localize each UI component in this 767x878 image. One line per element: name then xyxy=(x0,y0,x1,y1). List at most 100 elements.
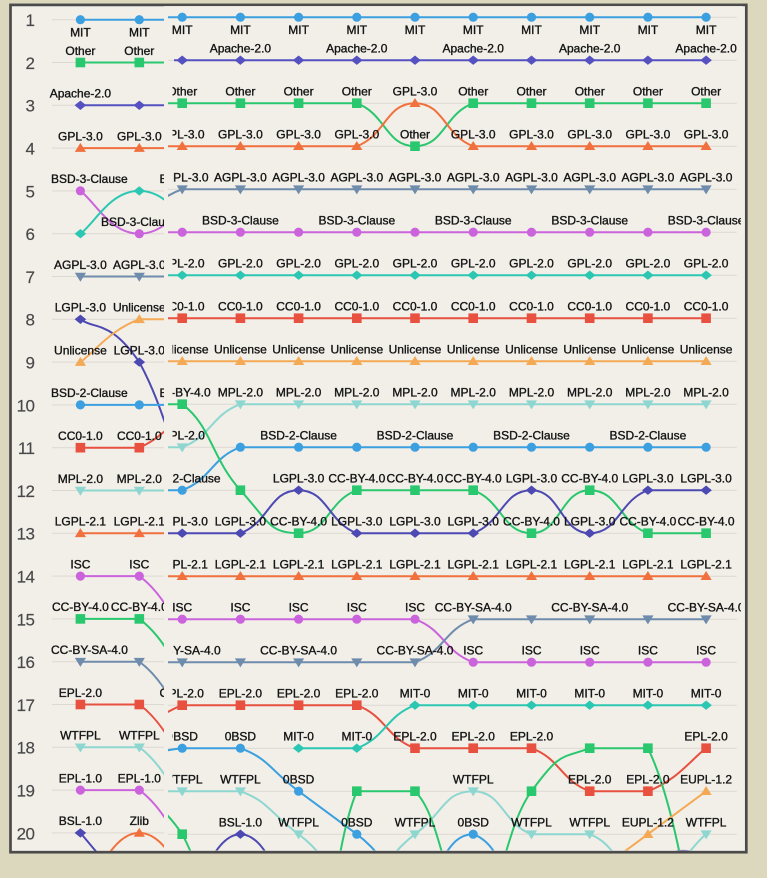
svg-text:WTFPL: WTFPL xyxy=(119,729,160,743)
svg-text:EUPL-1.2: EUPL-1.2 xyxy=(622,816,674,830)
svg-text:EPL-2.0: EPL-2.0 xyxy=(59,686,103,700)
svg-text:LGPL-2.1: LGPL-2.1 xyxy=(680,558,732,572)
svg-text:LGPL-2.1: LGPL-2.1 xyxy=(157,558,209,572)
svg-text:Zlib: Zlib xyxy=(130,814,150,828)
svg-text:CC-BY-SA-4.0: CC-BY-SA-4.0 xyxy=(159,686,236,700)
svg-text:MIT: MIT xyxy=(521,23,542,37)
svg-text:GPL-3.0: GPL-3.0 xyxy=(684,128,729,142)
svg-text:2: 2 xyxy=(26,54,35,73)
svg-text:GPL-2.0: GPL-2.0 xyxy=(567,257,612,271)
svg-text:7: 7 xyxy=(26,268,35,287)
svg-text:GPL-3.0: GPL-3.0 xyxy=(626,128,671,142)
svg-text:AGPL-3.0: AGPL-3.0 xyxy=(156,171,209,185)
svg-text:ISC: ISC xyxy=(70,557,90,571)
svg-text:5: 5 xyxy=(26,182,35,201)
svg-text:CC-BY-4.0: CC-BY-4.0 xyxy=(619,515,676,529)
svg-text:Unlicense: Unlicense xyxy=(505,343,558,357)
svg-text:Other: Other xyxy=(284,85,314,99)
svg-text:AGPL-3.0: AGPL-3.0 xyxy=(113,258,166,272)
svg-text:LGPL-2.1: LGPL-2.1 xyxy=(622,558,674,572)
svg-text:LGPL-3.0: LGPL-3.0 xyxy=(273,472,325,486)
svg-text:BSD-3-Clause: BSD-3-Clause xyxy=(202,214,279,228)
svg-text:0BSD: 0BSD xyxy=(283,773,315,787)
svg-text:GPL-3.0: GPL-3.0 xyxy=(218,128,263,142)
svg-text:GPL-2.0: GPL-2.0 xyxy=(626,257,671,271)
svg-text:LGPL-2.1: LGPL-2.1 xyxy=(389,558,441,572)
svg-text:CC0-1.0: CC0-1.0 xyxy=(509,300,554,314)
svg-text:0BSD: 0BSD xyxy=(458,816,490,830)
svg-text:Unlicense: Unlicense xyxy=(563,343,616,357)
svg-text:MIT: MIT xyxy=(405,23,426,37)
svg-text:EPL-2.0: EPL-2.0 xyxy=(684,730,728,744)
svg-text:12: 12 xyxy=(17,482,35,501)
svg-text:EPL-1.0: EPL-1.0 xyxy=(118,771,162,785)
svg-text:MIT-0: MIT-0 xyxy=(691,687,722,701)
svg-text:MIT: MIT xyxy=(463,23,484,37)
svg-text:Other: Other xyxy=(516,85,546,99)
svg-text:WTFPL: WTFPL xyxy=(453,773,494,787)
svg-text:Apache-2.0: Apache-2.0 xyxy=(210,42,272,56)
svg-text:CC-BY-4.0: CC-BY-4.0 xyxy=(445,472,502,486)
svg-text:Apache-2.0: Apache-2.0 xyxy=(50,87,112,101)
svg-text:CC-BY-4.0: CC-BY-4.0 xyxy=(328,472,385,486)
svg-text:CC-BY-SA-4.0: CC-BY-SA-4.0 xyxy=(435,601,512,615)
svg-text:Other: Other xyxy=(400,128,430,142)
svg-text:BSD-2-Clause: BSD-2-Clause xyxy=(493,429,570,443)
svg-text:BSD-2-Clause: BSD-2-Clause xyxy=(160,386,237,400)
svg-text:MIT: MIT xyxy=(346,23,367,37)
svg-text:CC-BY-SA-4.0: CC-BY-SA-4.0 xyxy=(144,644,221,658)
svg-text:EPL-2.0: EPL-2.0 xyxy=(335,687,379,701)
svg-text:EPL-2.0: EPL-2.0 xyxy=(452,730,496,744)
svg-text:AGPL-3.0: AGPL-3.0 xyxy=(54,258,107,272)
svg-text:LGPL-3.0: LGPL-3.0 xyxy=(114,343,166,357)
svg-text:CC-BY-4.0: CC-BY-4.0 xyxy=(678,515,735,529)
svg-text:GPL-2.0: GPL-2.0 xyxy=(218,257,263,271)
svg-text:Unlicense: Unlicense xyxy=(113,301,166,315)
svg-text:CC0-1.0: CC0-1.0 xyxy=(451,300,496,314)
svg-text:CC0-1.0: CC0-1.0 xyxy=(334,300,379,314)
svg-text:GPL-3.0: GPL-3.0 xyxy=(117,129,162,143)
svg-text:BSD-3-Clause: BSD-3-Clause xyxy=(51,172,128,186)
svg-text:CC0-1.0: CC0-1.0 xyxy=(218,300,263,314)
svg-text:LGPL-2.1: LGPL-2.1 xyxy=(215,558,267,572)
svg-text:BSL-1.0: BSL-1.0 xyxy=(219,816,263,830)
svg-text:ISC: ISC xyxy=(463,644,483,658)
svg-text:15: 15 xyxy=(17,610,35,629)
svg-text:4: 4 xyxy=(26,140,35,159)
svg-text:AGPL-3.0: AGPL-3.0 xyxy=(563,171,616,185)
svg-text:0BSD: 0BSD xyxy=(341,816,373,830)
svg-text:LGPL-2.1: LGPL-2.1 xyxy=(273,558,325,572)
svg-text:LGPL-3.0: LGPL-3.0 xyxy=(680,472,732,486)
svg-text:CC0-1.0: CC0-1.0 xyxy=(58,429,103,443)
svg-text:Other: Other xyxy=(65,44,95,58)
svg-text:WTFPL: WTFPL xyxy=(511,816,552,830)
svg-text:MIT: MIT xyxy=(579,23,600,37)
svg-text:BSD-2-Clause: BSD-2-Clause xyxy=(260,429,337,443)
svg-text:CC-BY-4.0: CC-BY-4.0 xyxy=(503,515,560,529)
svg-text:Unlicense: Unlicense xyxy=(272,343,325,357)
svg-text:MIT-0: MIT-0 xyxy=(633,687,664,701)
svg-text:Other: Other xyxy=(342,85,372,99)
svg-text:Apache-2.0: Apache-2.0 xyxy=(675,42,737,56)
svg-text:BSD-2-Clause: BSD-2-Clause xyxy=(610,429,687,443)
svg-text:EPL-2.0: EPL-2.0 xyxy=(161,687,205,701)
svg-text:CC-BY-SA-4.0: CC-BY-SA-4.0 xyxy=(377,644,454,658)
svg-text:MPL-2.0: MPL-2.0 xyxy=(218,386,264,400)
svg-text:19: 19 xyxy=(17,782,35,801)
svg-text:14: 14 xyxy=(17,568,35,587)
svg-text:GPL-3.0: GPL-3.0 xyxy=(393,85,438,99)
svg-text:EPL-2.0: EPL-2.0 xyxy=(393,730,437,744)
svg-text:Other: Other xyxy=(633,85,663,99)
svg-text:Other: Other xyxy=(575,85,605,99)
svg-text:MPL-2.0: MPL-2.0 xyxy=(567,386,613,400)
svg-text:GPL-2.0: GPL-2.0 xyxy=(276,257,321,271)
svg-text:EPL-2.0: EPL-2.0 xyxy=(626,773,670,787)
svg-text:Unlicense: Unlicense xyxy=(54,343,107,357)
svg-text:LGPL-3.0: LGPL-3.0 xyxy=(622,472,674,486)
svg-text:BSD-2-Clause: BSD-2-Clause xyxy=(377,429,454,443)
svg-text:11: 11 xyxy=(18,439,35,458)
svg-text:CC0-1.0: CC0-1.0 xyxy=(393,300,438,314)
svg-text:MPL-2.0: MPL-2.0 xyxy=(683,386,729,400)
svg-text:CC-BY-4.0: CC-BY-4.0 xyxy=(154,386,211,400)
svg-text:LGPL-3.0: LGPL-3.0 xyxy=(331,515,383,529)
